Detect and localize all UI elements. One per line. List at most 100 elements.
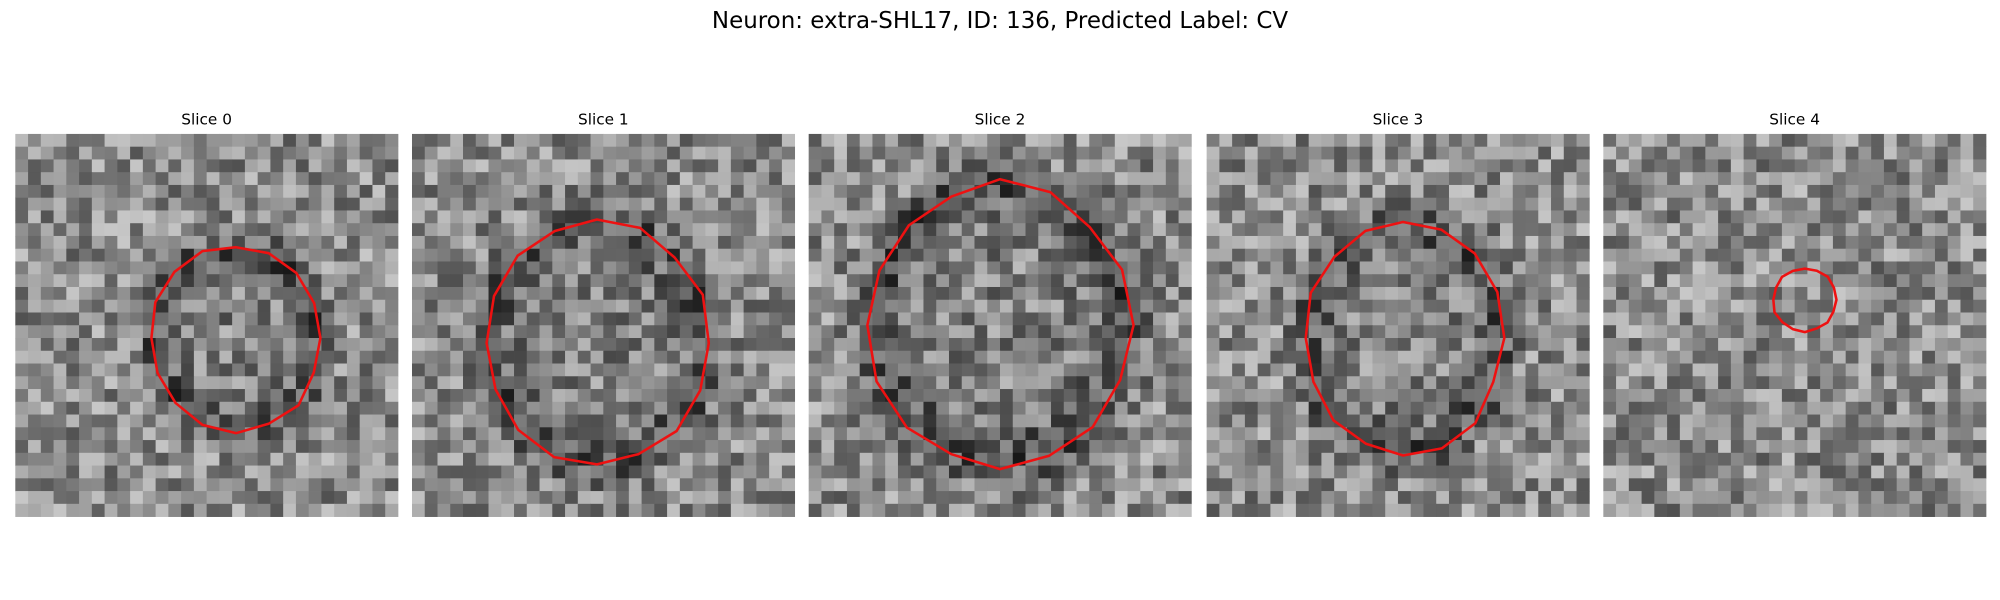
- pixel: [1038, 299, 1052, 313]
- pixel: [565, 427, 579, 441]
- pixel: [692, 261, 706, 275]
- pixel: [1423, 427, 1437, 441]
- pixel: [1871, 210, 1885, 224]
- pixel: [232, 235, 246, 250]
- pixel: [679, 210, 693, 224]
- pixel: [1654, 363, 1668, 377]
- pixel: [1896, 261, 1910, 275]
- pixel: [1730, 223, 1745, 237]
- pixel: [705, 223, 719, 237]
- pixel: [1883, 414, 1898, 428]
- pixel: [1385, 184, 1399, 199]
- pixel: [808, 172, 822, 186]
- pixel: [781, 197, 796, 211]
- pixel: [1219, 338, 1233, 352]
- pixel: [1232, 452, 1246, 466]
- pixel: [1807, 172, 1821, 186]
- pixel: [834, 159, 848, 173]
- pixel: [1628, 248, 1642, 262]
- pixel: [1178, 299, 1192, 313]
- pixel: [321, 197, 335, 211]
- pixel: [1012, 223, 1026, 237]
- pixel: [834, 376, 848, 390]
- pixel: [1359, 427, 1373, 441]
- pixel: [936, 248, 950, 262]
- pixel: [1257, 248, 1271, 262]
- pixel: [1487, 325, 1501, 339]
- pixel: [219, 248, 233, 262]
- pixel: [628, 210, 642, 224]
- pixel: [1102, 414, 1116, 428]
- pixel: [1934, 325, 1949, 339]
- pixel: [1257, 350, 1271, 364]
- pixel: [1165, 223, 1179, 237]
- pixel: [1807, 248, 1821, 262]
- pixel: [437, 312, 451, 326]
- pixel: [1334, 197, 1348, 211]
- pixel: [705, 350, 719, 364]
- pixel: [1538, 401, 1552, 415]
- pixel: [1807, 299, 1821, 313]
- pixel: [1051, 376, 1065, 390]
- pixel: [411, 478, 426, 492]
- pixel: [219, 159, 233, 173]
- pixel: [104, 478, 118, 492]
- pixel: [679, 133, 693, 148]
- pixel: [117, 299, 131, 313]
- pixel: [295, 184, 310, 199]
- pixel: [781, 503, 796, 517]
- pixel: [15, 363, 29, 377]
- pixel: [501, 299, 515, 313]
- pixel: [1934, 184, 1949, 199]
- pixel: [1487, 503, 1501, 517]
- pixel: [488, 414, 502, 428]
- pixel: [539, 261, 553, 275]
- pixel: [270, 452, 284, 466]
- pixel: [450, 172, 464, 186]
- pixel: [385, 261, 399, 275]
- pixel: [1705, 261, 1719, 275]
- pixel: [372, 146, 386, 160]
- pixel: [1576, 440, 1590, 454]
- pixel: [28, 223, 42, 237]
- pixel: [1165, 133, 1179, 148]
- pixel: [1960, 338, 1974, 352]
- pixel: [577, 401, 591, 415]
- pixel: [1563, 261, 1577, 275]
- pixel: [1641, 159, 1655, 173]
- pixel: [552, 363, 566, 377]
- pixel: [1960, 427, 1974, 441]
- pixel: [1820, 350, 1834, 364]
- pixel: [232, 452, 246, 466]
- pixel: [1000, 210, 1014, 224]
- pixel: [577, 427, 591, 441]
- pixel: [526, 184, 540, 199]
- pixel: [1525, 363, 1539, 377]
- pixel: [1563, 159, 1577, 173]
- pixel: [1871, 452, 1885, 466]
- pixel: [1321, 491, 1335, 505]
- pixel: [91, 197, 105, 211]
- pixel: [193, 159, 208, 173]
- pixel: [1654, 235, 1668, 250]
- pixel: [372, 274, 386, 288]
- pixel: [270, 210, 284, 224]
- pixel: [590, 401, 604, 415]
- pixel: [1603, 465, 1617, 479]
- pixel: [1820, 478, 1834, 492]
- pixel: [1232, 503, 1246, 517]
- pixel: [257, 350, 271, 364]
- pixel: [1372, 146, 1386, 160]
- pixel: [1641, 172, 1655, 186]
- pixel: [1153, 414, 1167, 428]
- pixel: [923, 350, 937, 364]
- pixel: [168, 465, 182, 479]
- pixel: [910, 286, 924, 301]
- pixel: [628, 274, 642, 288]
- pixel: [155, 261, 169, 275]
- pixel: [1641, 350, 1655, 364]
- pixel: [1012, 197, 1026, 211]
- pixel: [1641, 286, 1655, 301]
- pixel: [1448, 503, 1463, 517]
- pixel: [1436, 197, 1450, 211]
